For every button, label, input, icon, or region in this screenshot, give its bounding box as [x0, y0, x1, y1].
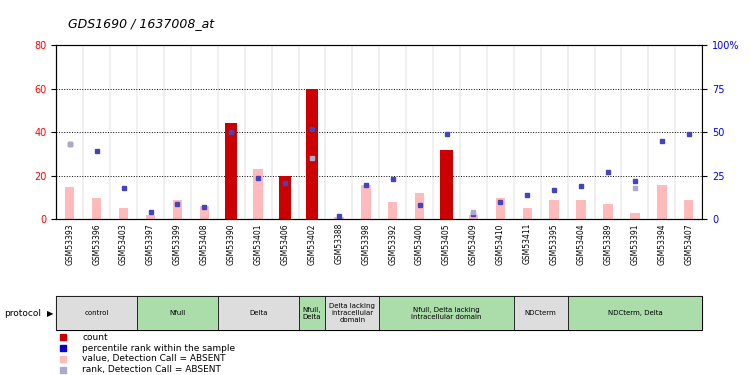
Text: GSM53409: GSM53409	[469, 223, 478, 265]
Text: Nfull: Nfull	[169, 310, 185, 316]
Text: GSM53399: GSM53399	[173, 223, 182, 265]
Text: GSM53406: GSM53406	[281, 223, 290, 265]
Bar	[65, 187, 74, 219]
Bar	[576, 200, 586, 219]
FancyBboxPatch shape	[218, 296, 299, 330]
Bar	[684, 200, 693, 219]
Bar	[200, 206, 209, 219]
Text: GSM53407: GSM53407	[684, 223, 693, 265]
Bar	[496, 198, 505, 219]
FancyBboxPatch shape	[379, 296, 514, 330]
Text: ▶: ▶	[47, 309, 54, 318]
Text: percentile rank within the sample: percentile rank within the sample	[82, 344, 235, 352]
Bar	[119, 209, 128, 219]
Bar	[523, 209, 532, 219]
Text: GSM53403: GSM53403	[119, 223, 128, 265]
Text: rank, Detection Call = ABSENT: rank, Detection Call = ABSENT	[82, 365, 221, 374]
FancyBboxPatch shape	[568, 296, 702, 330]
Text: Delta: Delta	[249, 310, 267, 316]
Bar	[361, 184, 370, 219]
Text: Nfull,
Delta: Nfull, Delta	[303, 307, 321, 320]
Bar	[603, 204, 613, 219]
Text: GSM53410: GSM53410	[496, 223, 505, 265]
Bar	[469, 215, 478, 219]
Bar	[92, 198, 101, 219]
Text: Delta lacking
intracellular
domain: Delta lacking intracellular domain	[330, 303, 376, 323]
Text: GSM53397: GSM53397	[146, 223, 155, 265]
Bar	[415, 193, 424, 219]
FancyBboxPatch shape	[299, 296, 325, 330]
Text: GSM53405: GSM53405	[442, 223, 451, 265]
Bar	[441, 150, 453, 219]
Text: GSM53392: GSM53392	[388, 223, 397, 265]
Bar	[279, 176, 291, 219]
Text: control: control	[85, 310, 109, 316]
Text: GSM53394: GSM53394	[657, 223, 666, 265]
Text: GSM53401: GSM53401	[254, 223, 263, 265]
Text: GSM53396: GSM53396	[92, 223, 101, 265]
Text: GSM53398: GSM53398	[361, 223, 370, 265]
Text: GSM53390: GSM53390	[227, 223, 236, 265]
FancyBboxPatch shape	[325, 296, 379, 330]
FancyBboxPatch shape	[514, 296, 568, 330]
Bar	[630, 213, 640, 219]
Bar	[173, 200, 182, 219]
Text: count: count	[82, 333, 108, 342]
Bar	[306, 88, 318, 219]
FancyBboxPatch shape	[137, 296, 218, 330]
Bar	[225, 123, 237, 219]
Text: GSM53395: GSM53395	[550, 223, 559, 265]
Text: value, Detection Call = ABSENT: value, Detection Call = ABSENT	[82, 354, 225, 363]
Text: GSM53408: GSM53408	[200, 223, 209, 265]
Text: GDS1690 / 1637008_at: GDS1690 / 1637008_at	[68, 17, 214, 30]
Text: GSM53388: GSM53388	[334, 223, 343, 264]
Bar	[550, 200, 559, 219]
Bar	[334, 217, 344, 219]
Text: GSM53411: GSM53411	[523, 223, 532, 264]
FancyBboxPatch shape	[56, 296, 137, 330]
Text: Nfull, Delta lacking
intracellular domain: Nfull, Delta lacking intracellular domai…	[412, 307, 482, 320]
Bar	[388, 202, 397, 219]
Text: GSM53400: GSM53400	[415, 223, 424, 265]
Text: NDCterm, Delta: NDCterm, Delta	[608, 310, 662, 316]
Bar	[253, 169, 263, 219]
Text: GSM53391: GSM53391	[630, 223, 639, 265]
Text: GSM53404: GSM53404	[577, 223, 586, 265]
Text: NDCterm: NDCterm	[525, 310, 556, 316]
Text: GSM53402: GSM53402	[307, 223, 316, 265]
Bar	[146, 215, 155, 219]
Text: protocol: protocol	[4, 309, 41, 318]
Bar	[657, 184, 667, 219]
Text: GSM53393: GSM53393	[65, 223, 74, 265]
Text: GSM53389: GSM53389	[604, 223, 613, 265]
